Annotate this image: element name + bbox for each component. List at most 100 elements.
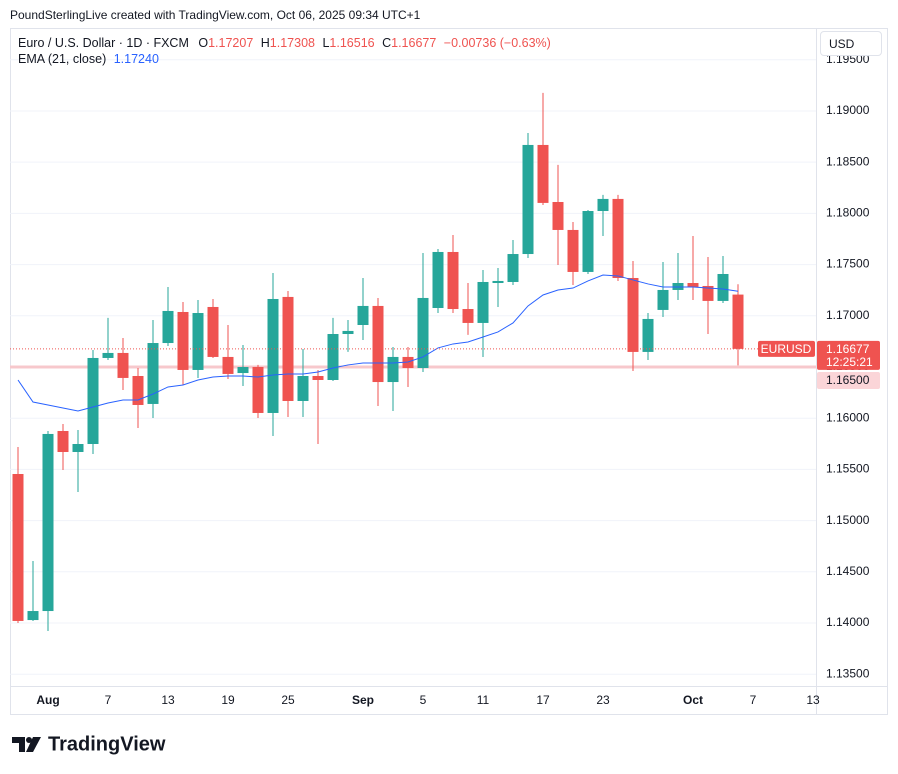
ohlc-value: 1.17207: [208, 36, 254, 50]
candle-body: [132, 375, 144, 405]
y-tick-label: 1.17000: [826, 308, 870, 322]
candle-body: [522, 144, 534, 255]
candle-body: [162, 310, 174, 344]
candle-body: [462, 309, 474, 323]
ohlc-label: C: [382, 36, 392, 50]
y-tick-label: 1.18500: [826, 154, 870, 168]
alert-label: 1.16500: [826, 373, 870, 387]
ema-line: [17, 274, 739, 412]
x-tick-label: 17: [536, 693, 550, 707]
candle-body: [507, 254, 519, 282]
logo-icon: [12, 737, 25, 752]
x-tick-label: 13: [806, 693, 820, 707]
ohlc-value: 1.17308: [269, 36, 315, 50]
candle-body: [642, 318, 654, 352]
x-tick-label: Oct: [683, 693, 703, 707]
candle-body: [57, 430, 69, 452]
candle-body: [42, 433, 54, 612]
candle-body: [672, 283, 684, 290]
change-pct: (−0.63%): [499, 36, 551, 50]
logo-text: TradingView: [48, 733, 166, 755]
candle-body: [702, 285, 714, 301]
legend-entry: EMA (21, close): [18, 52, 107, 66]
candle-body: [402, 356, 414, 369]
ohlc-value: 1.16516: [329, 36, 375, 50]
price-tag: [817, 340, 880, 370]
y-tick-label: 1.13500: [826, 666, 870, 680]
candle-body: [732, 294, 744, 349]
candle-body: [252, 366, 264, 413]
x-tick-label: Aug: [36, 693, 59, 707]
candle-body: [492, 280, 504, 284]
ema-value: 1.17240: [113, 52, 159, 66]
candle-body: [627, 277, 639, 352]
x-tick-label: 25: [281, 693, 295, 707]
x-tick-label: Sep: [352, 693, 374, 707]
candle-body: [387, 356, 399, 383]
candle-body: [537, 144, 549, 203]
candle-body: [357, 305, 369, 325]
candle-body: [27, 611, 39, 621]
ohlc-label: O: [198, 36, 209, 50]
alert-tag: [817, 371, 880, 389]
y-tick-label: 1.14000: [826, 615, 870, 629]
y-tick-label: 1.15000: [826, 513, 870, 527]
ohlc-label: L: [322, 36, 330, 50]
currency-button[interactable]: USD: [820, 31, 882, 56]
candle-body: [552, 201, 564, 230]
ohlc-value: 1.16677: [391, 36, 437, 50]
x-tick-label: 5: [420, 693, 427, 707]
symbol-tag: [758, 340, 815, 357]
candle-body: [282, 296, 294, 401]
candle-body: [177, 311, 189, 370]
candle-body: [222, 356, 234, 374]
candle-body: [12, 474, 24, 621]
legend-row: EMA (21, close) 1.17240: [18, 52, 159, 66]
candle-body: [237, 366, 249, 374]
candle-body: [567, 229, 579, 272]
candle-body: [117, 352, 129, 378]
candle-body: [87, 357, 99, 444]
candle-body: [687, 283, 699, 288]
x-tick-label: 11: [477, 693, 490, 707]
candle-body: [207, 306, 219, 357]
ohlc-label: H: [260, 36, 270, 50]
chart-frame: [10, 28, 888, 715]
candle-body: [597, 198, 609, 212]
candle-body: [297, 375, 309, 401]
y-tick-label: 1.17500: [826, 257, 870, 271]
candle-body: [312, 375, 324, 380]
x-tick-label: 13: [161, 693, 175, 707]
y-tick-label: 1.14500: [826, 564, 870, 578]
candle-body: [657, 289, 669, 310]
candle-body: [612, 198, 624, 278]
symbol-label: EURUSD: [761, 342, 812, 356]
y-tick-label: 1.19000: [826, 103, 870, 117]
candle-body: [582, 211, 594, 272]
candle-body: [342, 330, 354, 335]
candle-body: [417, 297, 429, 369]
countdown: 12:25:21: [826, 355, 873, 369]
price-label: 1.16677: [826, 342, 870, 356]
grid: [10, 59, 816, 675]
logo-icon: [26, 737, 41, 752]
x-tick-label: 19: [221, 693, 235, 707]
symbol-title: Euro / U.S. Dollar · 1D · FXCM: [18, 36, 189, 50]
y-tick-label: 1.16000: [826, 410, 870, 424]
candle-body: [267, 298, 279, 413]
logo: TradingView: [12, 733, 166, 755]
candle-body: [72, 443, 84, 452]
candle-body: [147, 343, 159, 404]
y-tick-label: 1.15500: [826, 462, 870, 476]
change: −0.00736: [443, 36, 497, 50]
candle-body: [717, 273, 729, 301]
x-tick-label: 7: [750, 693, 757, 707]
candle-body: [432, 251, 444, 308]
candle-body: [192, 313, 204, 370]
candle-body: [447, 251, 459, 310]
header-text: PoundSterlingLive created with TradingVi…: [10, 8, 421, 22]
plot: [10, 92, 816, 632]
y-tick-label: 1.18000: [826, 206, 870, 220]
